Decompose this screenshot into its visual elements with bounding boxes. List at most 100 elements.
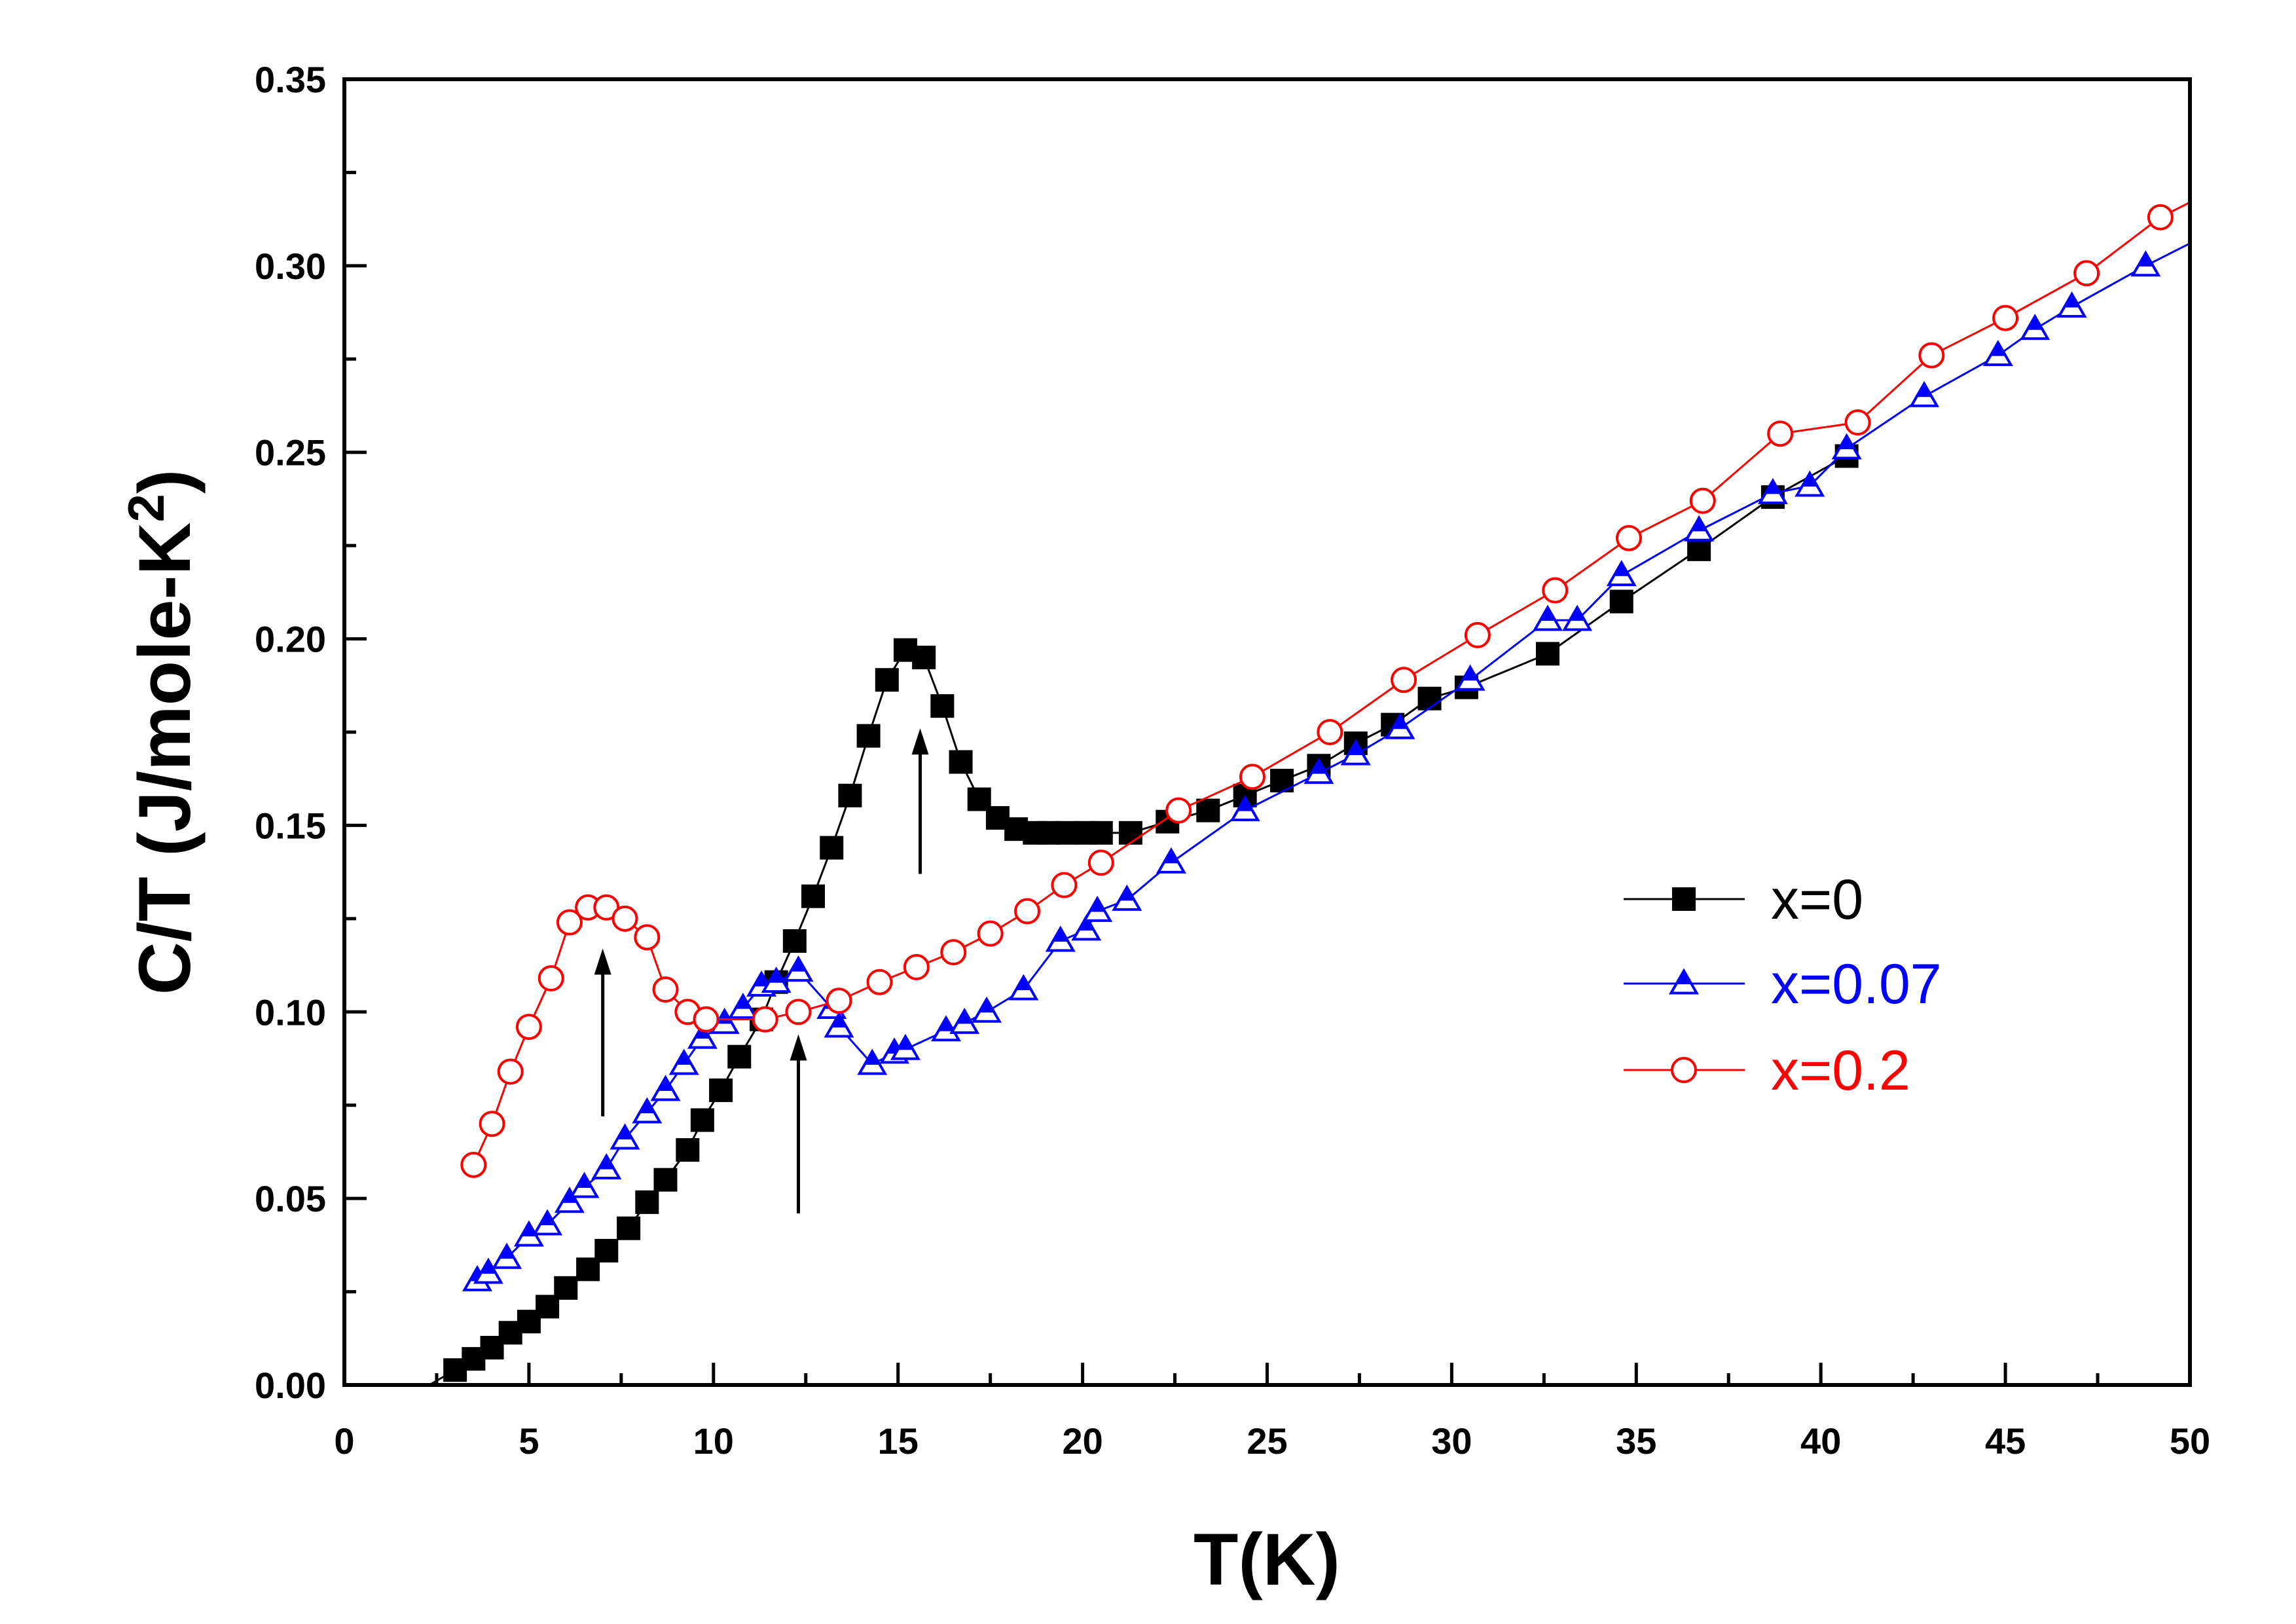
data-point: [1757, 477, 1788, 504]
data-point: [875, 668, 899, 692]
x-tick-label: 30: [1431, 1420, 1472, 1462]
data-point: [1385, 712, 1415, 739]
data-point: [949, 1007, 980, 1034]
y-tick-label: 0.15: [255, 805, 326, 846]
data-point: [492, 1242, 522, 1269]
data-point: [1045, 925, 1076, 952]
data-point: [1089, 821, 1113, 845]
x-tick-label: 0: [334, 1420, 354, 1462]
data-point: [1196, 798, 1220, 822]
data-point: [1982, 340, 2013, 367]
data-point: [1918, 342, 1945, 369]
plot-frame: [342, 77, 2192, 1387]
data-point: [1687, 537, 1711, 561]
data-point: [912, 646, 936, 670]
data-point: [1391, 667, 1417, 693]
data-point: [857, 1048, 888, 1075]
data-point: [690, 1108, 714, 1132]
x-tick-label: 35: [1616, 1420, 1656, 1462]
data-point: [2073, 260, 2100, 287]
data-point: [727, 1044, 752, 1069]
y-tick-label: 0.25: [255, 432, 326, 473]
data-point: [1230, 795, 1260, 822]
transition-arrow: [911, 728, 929, 874]
y-tick-label: 0.35: [255, 59, 326, 100]
data-point: [1532, 604, 1563, 631]
data-point: [460, 1151, 487, 1178]
annotations: [594, 728, 929, 1213]
data-point: [1087, 849, 1114, 876]
x-tick-label: 20: [1062, 1420, 1102, 1462]
data-point: [1239, 764, 1266, 790]
legend-marker: [1671, 1057, 1697, 1083]
data-point: [591, 1153, 622, 1180]
data-point: [1562, 604, 1593, 631]
data-point: [554, 1187, 585, 1213]
legend-label: x=0.2: [1771, 1039, 1910, 1102]
x-tick-label: 5: [519, 1420, 539, 1462]
data-point: [1014, 898, 1041, 925]
data-point: [1455, 664, 1485, 691]
data-point: [1417, 686, 1442, 710]
data-point: [634, 924, 661, 951]
data-point: [752, 1006, 778, 1033]
data-point: [1616, 525, 1643, 551]
x-tick-label: 40: [1800, 1420, 1841, 1462]
data-point: [972, 996, 1002, 1023]
data-point: [693, 1006, 720, 1033]
data-point: [890, 1033, 920, 1060]
data-point: [594, 1238, 619, 1263]
data-point: [1051, 872, 1078, 898]
data-point: [782, 929, 807, 953]
data-point: [1542, 577, 1569, 604]
data-point: [1844, 409, 1871, 436]
y-tick-label: 0.10: [255, 991, 326, 1033]
y-tick-label: 0.20: [255, 619, 326, 660]
data-point: [1795, 470, 1825, 497]
data-point: [1071, 914, 1102, 941]
data-point: [783, 955, 814, 982]
data-point: [727, 993, 758, 1020]
data-point: [635, 1190, 659, 1214]
y-axis-title-main: C/T (J/mole-K: [124, 522, 206, 995]
data-point: [1464, 621, 1491, 648]
data-point: [1606, 560, 1637, 587]
data-point: [1082, 895, 1113, 922]
data-point: [709, 1078, 733, 1102]
series-x=0.2: [460, 201, 2191, 1178]
data-point: [497, 1058, 524, 1085]
data-point: [2147, 204, 2174, 231]
data-point: [977, 920, 1004, 947]
legend-label: x=0.07: [1771, 953, 1942, 1016]
data-point: [479, 1111, 505, 1137]
data-point: [569, 1172, 600, 1198]
y-tick-label: 0.30: [255, 246, 326, 287]
data-point: [1303, 758, 1334, 784]
data-point: [785, 999, 812, 1025]
data-point: [1340, 739, 1371, 766]
data-point: [2056, 291, 2087, 318]
data-point: [866, 969, 893, 995]
data-point: [1156, 847, 1186, 874]
data-point: [1831, 433, 1862, 460]
data-point: [826, 987, 852, 1014]
data-point: [761, 967, 792, 993]
data-point: [1684, 515, 1715, 542]
transition-arrow: [594, 948, 611, 1116]
data-point: [617, 1216, 641, 1240]
data-point: [1118, 821, 1142, 845]
x-axis-title: T(K): [1194, 1519, 1340, 1600]
data-point: [538, 965, 564, 992]
series-x=0.07: [462, 242, 2191, 1291]
legend-marker: [1672, 887, 1696, 911]
series-layer: [428, 201, 2191, 1386]
x-tick-label: 10: [693, 1420, 734, 1462]
data-point: [856, 724, 881, 748]
data-point: [1535, 642, 1559, 666]
data-point: [611, 905, 638, 932]
data-point: [820, 836, 844, 860]
data-point: [838, 783, 862, 807]
data-point: [824, 1011, 854, 1038]
